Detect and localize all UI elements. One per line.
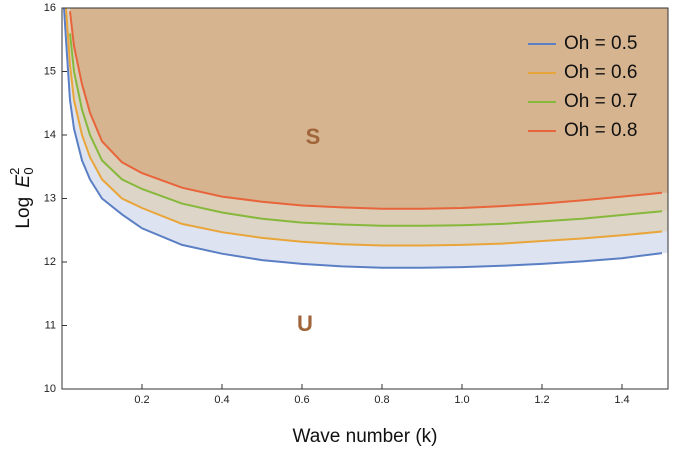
y-label-text: Log: [13, 197, 34, 229]
x-tick-label: 1.4: [614, 394, 629, 406]
y-label-symbol: E: [13, 175, 34, 188]
legend-label: Oh = 0.8: [564, 120, 637, 141]
x-tick-label: 1.0: [454, 394, 469, 406]
y-tick-label: 16: [44, 2, 56, 14]
y-label-sub: 0: [21, 167, 36, 174]
series-line: [69, 11, 663, 210]
x-axis-label: Wave number (k): [293, 426, 438, 447]
y-tick-label: 12: [44, 256, 56, 268]
legend-label: Oh = 0.6: [564, 62, 637, 83]
region-label: U: [297, 311, 313, 336]
y-tick-label: 15: [44, 65, 56, 77]
series-line: [63, 8, 663, 269]
y-label-sup: 2: [7, 168, 22, 175]
region-label: S: [306, 124, 321, 149]
lines: [63, 8, 663, 269]
y-axis-label: Log E20: [7, 167, 36, 228]
legend-label: Oh = 0.7: [564, 91, 637, 112]
x-tick-label: 1.2: [534, 394, 549, 406]
x-tick-label: 0.2: [134, 394, 149, 406]
y-tick-label: 13: [44, 192, 56, 204]
x-tick-label: 0.4: [214, 394, 229, 406]
fills: [64, 8, 668, 268]
series-line: [69, 33, 663, 227]
area-fill: [70, 8, 668, 209]
x-tick-label: 0.6: [294, 394, 309, 406]
y-tick-label: 11: [45, 319, 56, 331]
y-tick-label: 10: [44, 383, 56, 395]
y-tick-label: 14: [44, 129, 56, 141]
x-tick-label: 0.8: [374, 394, 389, 406]
series-line: [65, 8, 663, 247]
legend-label: Oh = 0.5: [564, 33, 637, 54]
